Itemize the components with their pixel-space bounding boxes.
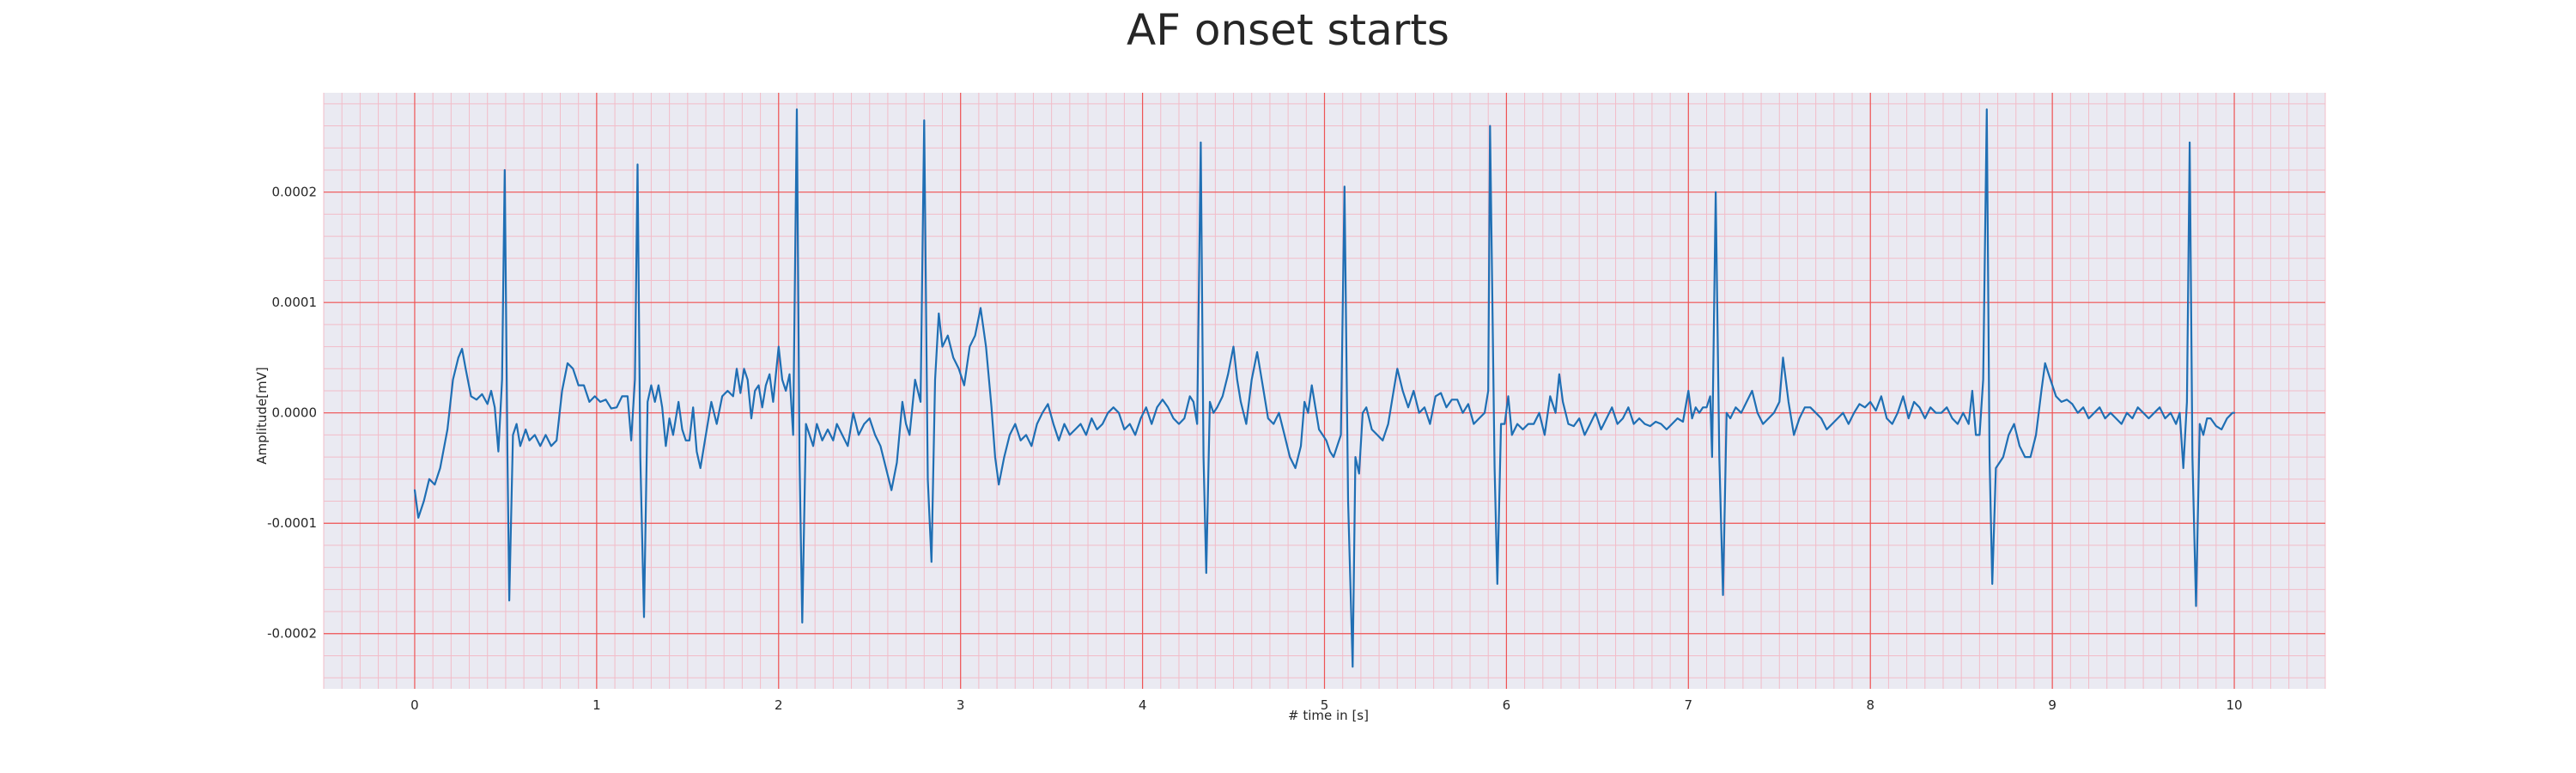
y-tick-label: 0.0002: [272, 185, 318, 200]
x-tick-label: 10: [2226, 697, 2242, 713]
x-axis-label: # time in [s]: [1288, 708, 1369, 723]
y-tick-label: -0.0002: [267, 626, 317, 642]
major-grid: [324, 93, 2325, 689]
x-tick-label: 2: [775, 697, 783, 713]
x-tick-label: 0: [410, 697, 419, 713]
y-tick-label: 0.0000: [272, 405, 318, 421]
x-tick-label: 7: [1685, 697, 1693, 713]
y-tick-label: -0.0001: [267, 515, 317, 531]
y-axis-ticks: -0.0002 -0.0001 0.0000 0.0001 0.0002: [267, 185, 317, 642]
x-tick-label: 3: [957, 697, 965, 713]
chart-title: AF onset starts: [1127, 5, 1449, 55]
x-axis-ticks: 0 1 2 3 4 5 6 7 8 9 10: [410, 697, 2242, 713]
x-tick-label: 9: [2048, 697, 2057, 713]
y-tick-label: 0.0001: [272, 295, 318, 310]
series-line: [413, 108, 2236, 668]
x-tick-label: 6: [1503, 697, 1511, 713]
x-tick-label: 5: [1321, 697, 1329, 713]
x-tick-label: 1: [592, 697, 601, 713]
x-tick-label: 4: [1139, 697, 1147, 713]
x-tick-label: 8: [1866, 697, 1874, 713]
y-axis-label: Amplitude[mV]: [254, 367, 270, 464]
